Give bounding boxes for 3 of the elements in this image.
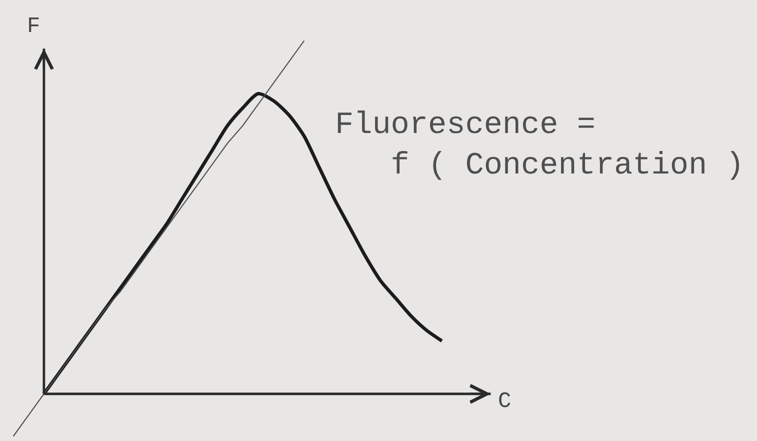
x-axis-title: C	[498, 389, 512, 414]
y-axis-title: F	[27, 14, 40, 39]
annotation: Fluorescence = f ( Concentration )	[335, 108, 744, 184]
